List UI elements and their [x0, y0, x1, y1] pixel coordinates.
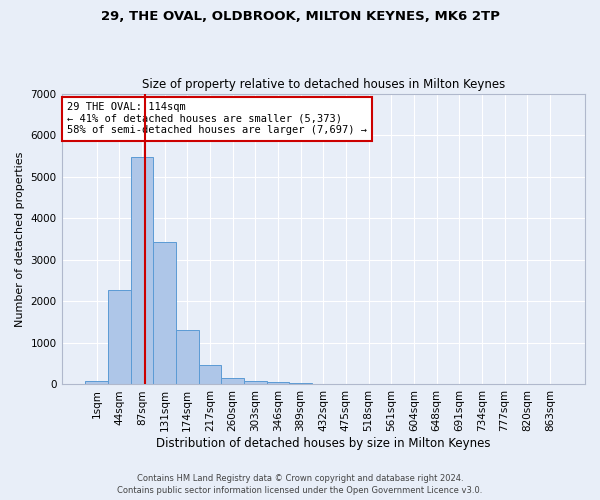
Bar — [289, 383, 312, 384]
Text: 29 THE OVAL: 114sqm
← 41% of detached houses are smaller (5,373)
58% of semi-det: 29 THE OVAL: 114sqm ← 41% of detached ho… — [67, 102, 367, 136]
Bar — [108, 290, 131, 384]
Y-axis label: Number of detached properties: Number of detached properties — [15, 152, 25, 326]
Bar — [266, 382, 289, 384]
Bar — [199, 366, 221, 384]
Bar — [176, 330, 199, 384]
Text: Contains HM Land Registry data © Crown copyright and database right 2024.
Contai: Contains HM Land Registry data © Crown c… — [118, 474, 482, 495]
Bar — [85, 382, 108, 384]
Bar — [131, 157, 154, 384]
Bar — [244, 380, 266, 384]
Bar — [154, 242, 176, 384]
Title: Size of property relative to detached houses in Milton Keynes: Size of property relative to detached ho… — [142, 78, 505, 91]
Text: 29, THE OVAL, OLDBROOK, MILTON KEYNES, MK6 2TP: 29, THE OVAL, OLDBROOK, MILTON KEYNES, M… — [101, 10, 499, 23]
X-axis label: Distribution of detached houses by size in Milton Keynes: Distribution of detached houses by size … — [156, 437, 491, 450]
Bar — [221, 378, 244, 384]
